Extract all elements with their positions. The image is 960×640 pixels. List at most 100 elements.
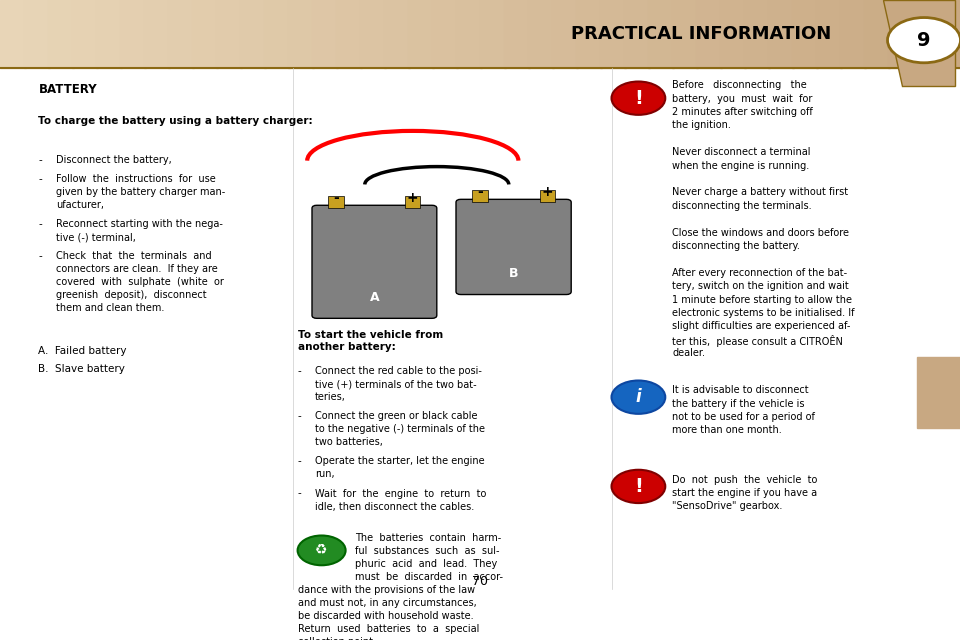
Bar [744, 0, 770, 68]
Text: must  be  discarded  in  accor-: must be discarded in accor- [355, 572, 503, 582]
Bar [912, 0, 938, 68]
Bar [72, 0, 98, 68]
Bar [888, 0, 914, 68]
Text: ufacturer,: ufacturer, [56, 200, 104, 210]
Text: to the negative (-) terminals of the: to the negative (-) terminals of the [315, 424, 485, 435]
Bar [917, 357, 960, 428]
Bar [168, 0, 194, 68]
Text: disconnecting the battery.: disconnecting the battery. [672, 241, 800, 251]
Text: PRACTICAL INFORMATION: PRACTICAL INFORMATION [570, 25, 831, 44]
Text: connectors are clean.  If they are: connectors are clean. If they are [56, 264, 217, 274]
Circle shape [612, 470, 665, 503]
Bar [405, 196, 420, 208]
Bar [864, 0, 890, 68]
Text: 2 minutes after switching off: 2 minutes after switching off [672, 107, 813, 117]
Text: and must not, in any circumstances,: and must not, in any circumstances, [298, 598, 476, 608]
Text: Connect the red cable to the posi-: Connect the red cable to the posi- [315, 366, 482, 376]
Text: -: - [38, 173, 42, 184]
Bar [696, 0, 722, 68]
Text: covered  with  sulphate  (white  or: covered with sulphate (white or [56, 277, 224, 287]
Text: dance with the provisions of the law: dance with the provisions of the law [298, 585, 475, 595]
Text: Reconnect starting with the nega-: Reconnect starting with the nega- [56, 219, 223, 229]
Bar [672, 0, 698, 68]
Text: Never charge a battery without first: Never charge a battery without first [672, 188, 848, 197]
Bar [840, 0, 866, 68]
Bar [48, 0, 74, 68]
Text: It is advisable to disconnect: It is advisable to disconnect [672, 385, 808, 396]
Bar [96, 0, 122, 68]
Text: -: - [38, 251, 42, 261]
Bar [288, 0, 314, 68]
Text: start the engine if you have a: start the engine if you have a [672, 488, 817, 498]
Text: two batteries,: two batteries, [315, 437, 383, 447]
Text: tery, switch on the ignition and wait: tery, switch on the ignition and wait [672, 281, 849, 291]
Text: Follow  the  instructions  for  use: Follow the instructions for use [56, 173, 215, 184]
Bar [24, 0, 50, 68]
Bar [216, 0, 242, 68]
Text: -: - [38, 219, 42, 229]
Text: The  batteries  contain  harm-: The batteries contain harm- [355, 532, 501, 543]
Text: when the engine is running.: when the engine is running. [672, 161, 809, 171]
Text: B.  Slave battery: B. Slave battery [38, 364, 125, 374]
Text: phuric  acid  and  lead.  They: phuric acid and lead. They [355, 559, 497, 569]
Bar [816, 0, 842, 68]
Bar [540, 191, 555, 202]
Text: Close the windows and doors before: Close the windows and doors before [672, 228, 849, 237]
Circle shape [298, 536, 346, 565]
Bar [312, 0, 338, 68]
Polygon shape [883, 0, 955, 86]
Text: To start the vehicle from
another battery:: To start the vehicle from another batter… [298, 330, 443, 352]
Text: ful  substances  such  as  sul-: ful substances such as sul- [355, 546, 500, 556]
Text: B: B [509, 268, 518, 280]
Text: the battery if the vehicle is: the battery if the vehicle is [672, 399, 804, 409]
FancyBboxPatch shape [456, 199, 571, 294]
Text: To charge the battery using a battery charger:: To charge the battery using a battery ch… [38, 116, 313, 126]
Text: Connect the green or black cable: Connect the green or black cable [315, 411, 477, 421]
Text: disconnecting the terminals.: disconnecting the terminals. [672, 201, 811, 211]
Text: not to be used for a period of: not to be used for a period of [672, 412, 815, 422]
Text: -: - [333, 191, 339, 205]
Text: "SensoDrive" gearbox.: "SensoDrive" gearbox. [672, 501, 782, 511]
Bar [528, 0, 554, 68]
Bar [432, 0, 458, 68]
Text: BATTERY: BATTERY [38, 83, 97, 96]
Bar [720, 0, 746, 68]
Text: -: - [38, 155, 42, 164]
Text: A.  Failed battery: A. Failed battery [38, 346, 127, 356]
Bar [648, 0, 674, 68]
Text: slight difficulties are experienced af-: slight difficulties are experienced af- [672, 321, 851, 332]
Text: run,: run, [315, 470, 334, 479]
Text: -: - [298, 366, 301, 376]
Circle shape [612, 381, 665, 414]
Text: teries,: teries, [315, 392, 346, 402]
Text: After every reconnection of the bat-: After every reconnection of the bat- [672, 268, 847, 278]
Text: collection point.: collection point. [298, 637, 375, 640]
Text: more than one month.: more than one month. [672, 426, 781, 435]
Text: them and clean them.: them and clean them. [56, 303, 164, 314]
Bar [120, 0, 146, 68]
Text: !: ! [634, 89, 643, 108]
Bar [792, 0, 818, 68]
Text: -: - [298, 456, 301, 467]
Text: ♻: ♻ [315, 543, 328, 557]
Text: tive (-) terminal,: tive (-) terminal, [56, 232, 135, 242]
Text: Before   disconnecting   the: Before disconnecting the [672, 81, 806, 90]
Text: dealer.: dealer. [672, 348, 705, 358]
Bar [600, 0, 626, 68]
Text: Never disconnect a terminal: Never disconnect a terminal [672, 147, 810, 157]
Bar [336, 0, 362, 68]
Text: 1 minute before starting to allow the: 1 minute before starting to allow the [672, 294, 852, 305]
Text: the ignition.: the ignition. [672, 120, 731, 131]
Bar [472, 191, 488, 202]
Text: Operate the starter, let the engine: Operate the starter, let the engine [315, 456, 485, 467]
Bar [0, 0, 26, 68]
Bar [144, 0, 170, 68]
Text: idle, then disconnect the cables.: idle, then disconnect the cables. [315, 502, 474, 511]
FancyBboxPatch shape [312, 205, 437, 318]
Text: be discarded with household waste.: be discarded with household waste. [298, 611, 473, 621]
Text: i: i [636, 388, 641, 406]
Bar [360, 0, 386, 68]
Text: 9: 9 [917, 31, 931, 50]
Bar [504, 0, 530, 68]
Circle shape [887, 17, 960, 63]
